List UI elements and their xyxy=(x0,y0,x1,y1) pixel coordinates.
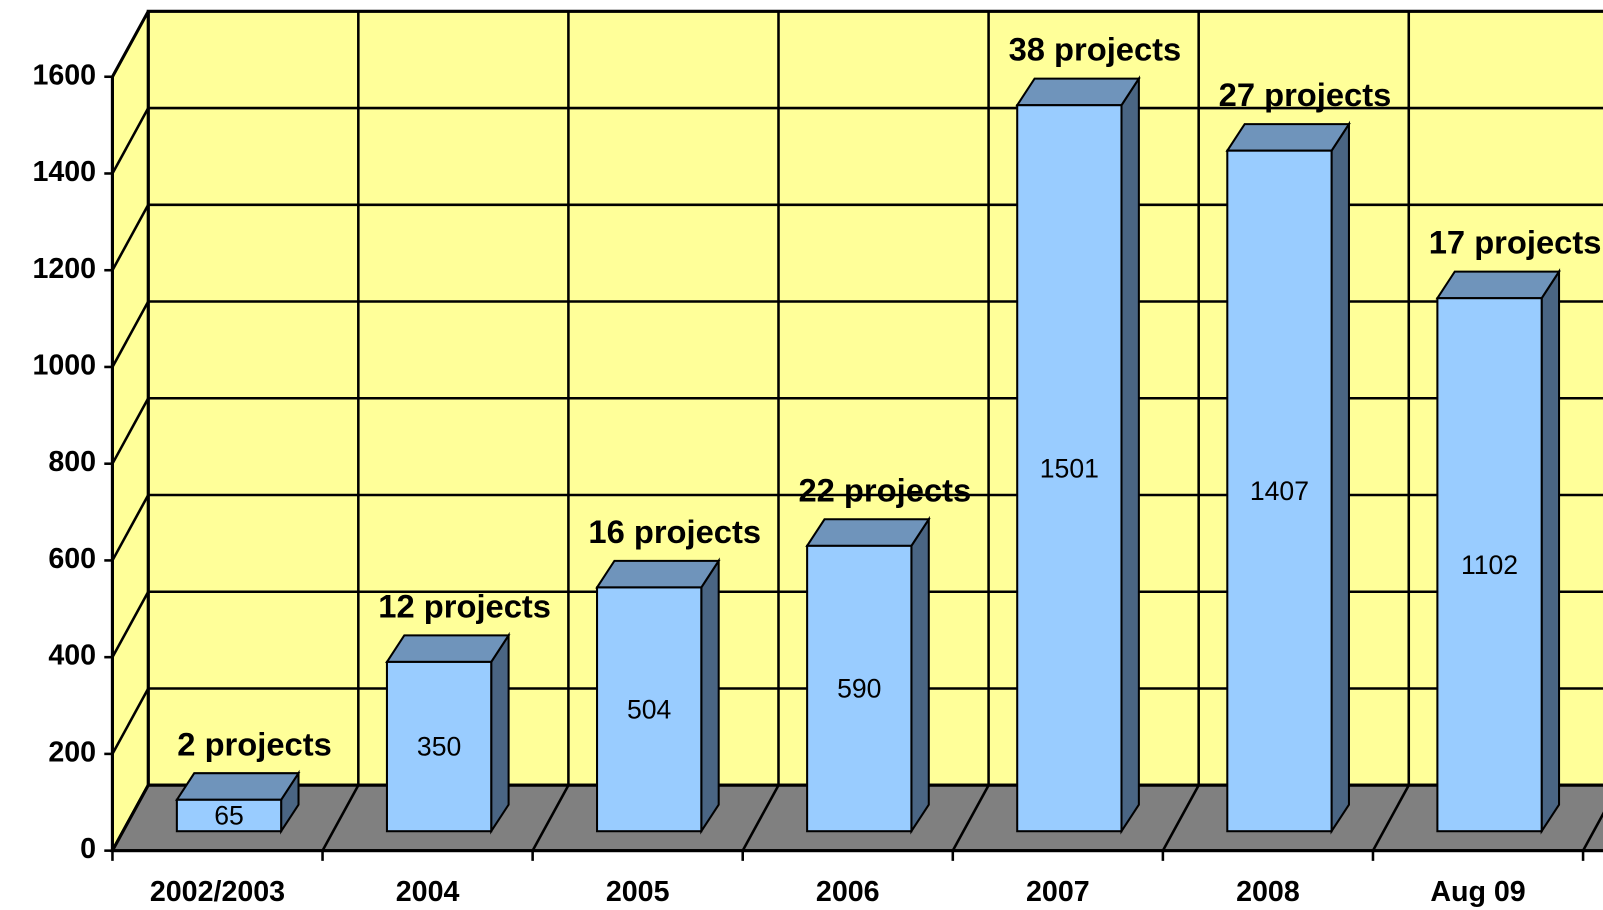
bar-top xyxy=(174,772,301,801)
bar-top xyxy=(385,634,511,663)
bar-side xyxy=(1540,268,1561,835)
y-tick-label: 1200 xyxy=(32,253,96,285)
bar-front xyxy=(1226,149,1333,833)
category-divider xyxy=(1371,784,1410,852)
annotation: 16 projects xyxy=(588,513,761,550)
bar-side xyxy=(1120,75,1140,835)
grid-line xyxy=(111,397,150,465)
category-divider xyxy=(951,784,990,852)
annotation: 12 projects xyxy=(378,587,551,624)
bar-front xyxy=(175,798,283,833)
bar-side xyxy=(700,557,720,835)
bar-top xyxy=(1225,123,1351,152)
bar xyxy=(595,557,721,835)
bar-front xyxy=(596,586,703,833)
grid-line xyxy=(111,107,150,175)
value-label: 1501 xyxy=(1040,453,1099,483)
x-tick-label: 2008 xyxy=(1236,876,1300,908)
bar xyxy=(805,515,931,835)
grid-line xyxy=(111,300,150,368)
annotation: 38 projects xyxy=(1009,31,1182,68)
value-label: 590 xyxy=(837,674,881,704)
grid-line xyxy=(111,591,150,658)
y-tick-label: 800 xyxy=(48,446,96,478)
value-label: 65 xyxy=(214,801,244,831)
bar-top xyxy=(595,559,721,589)
bar-side xyxy=(1330,120,1350,835)
category-divider xyxy=(531,784,570,852)
bar-front xyxy=(385,660,493,833)
x-tick-label: 2002/2003 xyxy=(150,876,285,908)
category-divider xyxy=(321,784,360,852)
bar xyxy=(174,769,301,835)
value-label: 1407 xyxy=(1250,476,1309,506)
x-tick-label: 2007 xyxy=(1026,876,1090,908)
bar-front xyxy=(1016,104,1123,833)
y-tick-label: 0 xyxy=(80,833,96,865)
bar-side xyxy=(910,515,930,835)
bar-side xyxy=(490,631,510,835)
bar-top xyxy=(805,518,931,547)
bar xyxy=(385,631,511,835)
category-divider xyxy=(1581,811,1603,852)
annotation: 22 projects xyxy=(798,471,971,508)
grid-line xyxy=(111,494,150,562)
grid-line xyxy=(111,687,150,755)
x-tick-label: Aug 09 xyxy=(1430,876,1525,908)
bar xyxy=(1225,120,1351,835)
value-label: 504 xyxy=(627,694,671,724)
annotation: 17 projects xyxy=(1429,224,1602,261)
y-tick-label: 1400 xyxy=(32,156,96,188)
x-tick-label: 2004 xyxy=(396,876,460,908)
category-divider xyxy=(741,784,780,852)
bar xyxy=(1015,75,1141,835)
annotation: 27 projects xyxy=(1219,76,1392,113)
y-tick-label: 200 xyxy=(48,736,96,768)
grid-line xyxy=(111,10,150,78)
value-label: 1102 xyxy=(1461,550,1518,580)
bar-top xyxy=(1435,270,1561,300)
y-tick-label: 600 xyxy=(48,543,96,575)
value-label: 350 xyxy=(417,732,461,762)
bar-front xyxy=(1436,297,1543,833)
category-divider xyxy=(1161,784,1200,852)
bar xyxy=(1435,268,1561,835)
y-tick-label: 400 xyxy=(48,640,96,672)
annotation: 2 projects xyxy=(177,725,332,762)
bar-top xyxy=(1015,77,1141,107)
x-tick-label: 2006 xyxy=(816,876,880,908)
grid-line xyxy=(111,204,150,271)
category-divider xyxy=(111,784,150,852)
x-tick-label: 2005 xyxy=(606,876,670,908)
y-tick-label: 1000 xyxy=(32,350,96,382)
y-tick-label: 1600 xyxy=(32,59,96,91)
bar-front xyxy=(806,544,913,833)
